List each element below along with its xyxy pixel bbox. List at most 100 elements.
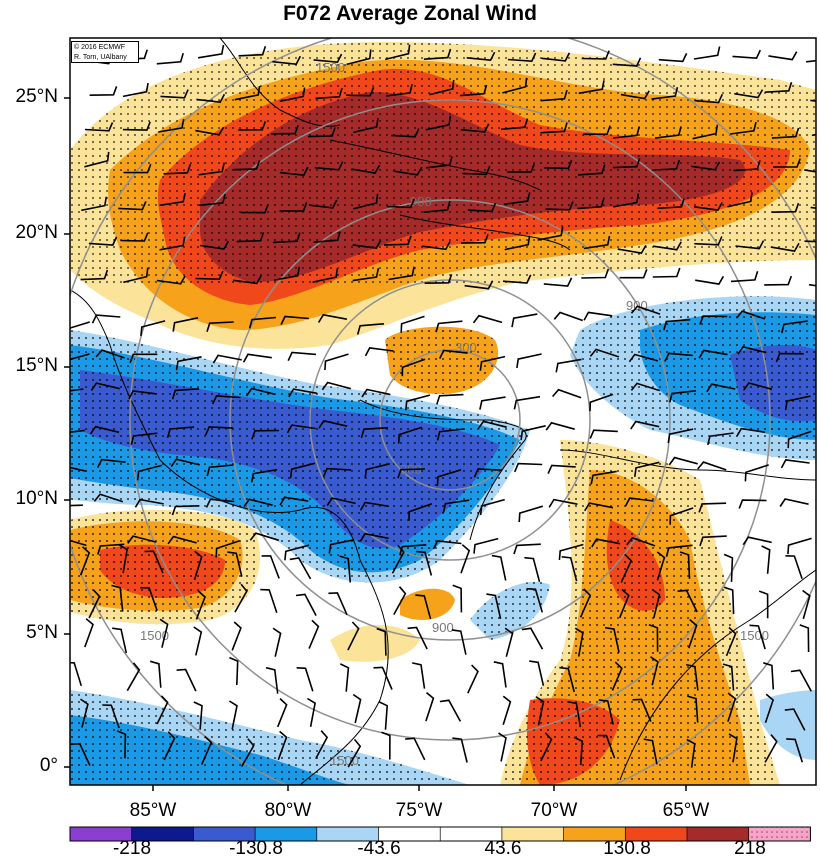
wind-barb (424, 274, 453, 284)
wind-barb (339, 663, 350, 692)
range-ring-label: 1500 (316, 60, 345, 75)
wind-barb (171, 505, 200, 516)
wind-barb (694, 236, 723, 246)
wind-barb (317, 313, 348, 323)
wind-barb (279, 166, 309, 177)
wind-barb (733, 160, 761, 172)
wind-barb (163, 163, 192, 175)
wind-barb (347, 738, 362, 768)
wind-barb (583, 235, 611, 250)
wind-barb (123, 163, 152, 174)
wind-barb (386, 198, 415, 209)
colorbar-label: -218 (112, 838, 152, 859)
wind-barb (238, 121, 267, 131)
wind-barb (156, 275, 186, 285)
wind-barb (491, 554, 507, 581)
wind-barb (584, 502, 614, 512)
wind-barb (171, 388, 200, 400)
wind-barb (687, 695, 699, 723)
wind-barb (699, 315, 728, 325)
wind-barb (260, 588, 278, 613)
wind-barb (657, 198, 685, 210)
wind-barb (574, 627, 584, 657)
wind-barb (197, 44, 225, 59)
wind-barb (279, 202, 308, 212)
lat-label: 15°N (15, 355, 58, 376)
wind-barb (287, 351, 317, 362)
credit-line: © 2016 ECMWF (74, 44, 126, 51)
wind-barb (280, 315, 309, 325)
wind-barb (464, 280, 494, 290)
wind-barb (780, 459, 810, 469)
wind-barb (513, 543, 541, 555)
wind-barb (663, 318, 691, 331)
wind-barb (730, 271, 759, 283)
wind-barb (460, 544, 471, 574)
wind-barb (664, 352, 693, 362)
wind-barb (122, 82, 149, 98)
wind-barb (787, 537, 812, 555)
wind-barb (312, 268, 339, 283)
wind-barb (421, 241, 451, 251)
wind-barb (215, 540, 240, 558)
wind-barb (730, 121, 757, 135)
wind-barb (618, 588, 630, 619)
wind-barb (467, 664, 479, 694)
wind-barb (198, 162, 225, 176)
lon-label: 80°W (264, 800, 312, 821)
wind-barb (251, 429, 280, 440)
wind-barb (134, 498, 164, 508)
wind-barb (695, 275, 725, 285)
wind-barb (423, 48, 452, 60)
wind-barb (156, 52, 184, 65)
wind-barb (738, 499, 767, 509)
colorbar-label: 218 (734, 838, 766, 859)
colorbar-label: -43.6 (357, 838, 401, 859)
wind-barb (526, 587, 544, 613)
wind-barb (97, 543, 125, 555)
wind-barb (698, 502, 727, 513)
wind-barb (346, 86, 375, 97)
wind-barb (123, 267, 149, 284)
wind-barb (786, 738, 804, 763)
wind-barb (691, 161, 721, 171)
wind-barb (243, 498, 273, 508)
wind-barb (604, 626, 620, 653)
wind-barb (555, 358, 582, 373)
wind-barb (559, 666, 575, 693)
wind-barb (578, 164, 606, 176)
wind-barb (364, 347, 394, 357)
wind-barb (784, 708, 806, 731)
wind-barb (507, 52, 537, 63)
wind-barb (654, 126, 682, 139)
lat-label: 10°N (15, 488, 58, 509)
wind-barb (799, 624, 810, 653)
wind-barb (722, 663, 735, 691)
wind-barb (521, 627, 544, 650)
wind-barb (89, 425, 120, 435)
wind-barb (204, 426, 234, 436)
wind-barb (144, 550, 164, 574)
lon-label: 65°W (662, 800, 710, 821)
wind-barb (742, 382, 773, 391)
wind-barb (502, 695, 512, 725)
wind-barb (205, 498, 235, 508)
wind-barb (279, 87, 306, 103)
wind-barb (308, 619, 320, 649)
colorbar-swatch (131, 827, 194, 841)
wind-barb (351, 164, 381, 174)
colorbar-swatch (501, 827, 565, 841)
wind-barb (567, 700, 582, 728)
colorbar-swatch (748, 827, 811, 841)
wind-barb (770, 242, 800, 252)
range-ring-label: 1500 (140, 628, 169, 643)
wind-barb (407, 626, 428, 650)
wind-barb (324, 353, 349, 371)
wind-barb (626, 536, 656, 547)
wind-barb (541, 52, 571, 62)
wind-barb (758, 590, 769, 619)
wind-barb (634, 461, 660, 477)
wind-barb (620, 553, 633, 583)
wind-barb (516, 353, 542, 369)
